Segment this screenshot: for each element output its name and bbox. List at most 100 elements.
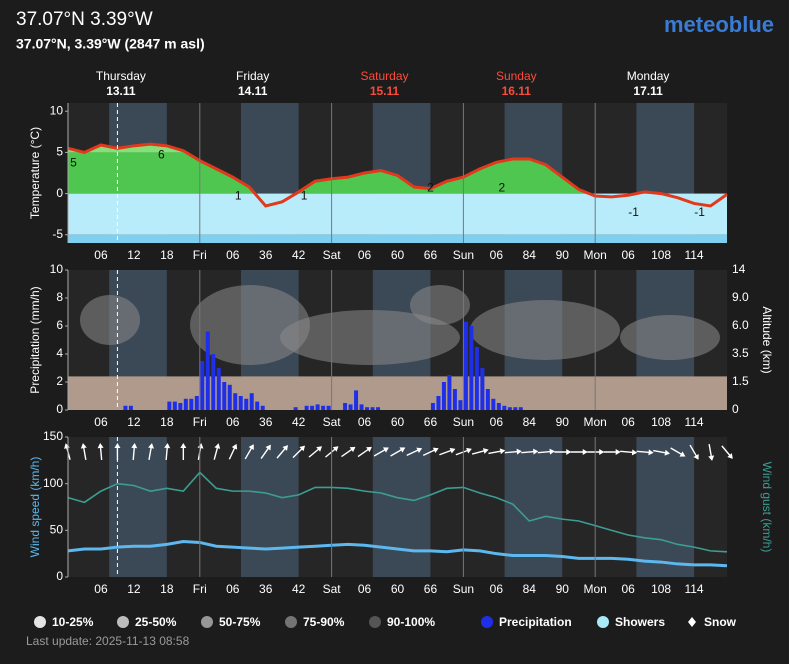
daylight-band: [636, 437, 695, 577]
legend-label: 50-75%: [219, 615, 261, 629]
wind-arrow: [260, 444, 271, 459]
extreme-label: -1: [628, 205, 639, 219]
legend-label: 75-90%: [303, 615, 345, 629]
extreme-label: 1: [301, 189, 308, 203]
day-name: Saturday: [360, 69, 408, 83]
arrow-head: [482, 448, 489, 454]
wind-arrow: [422, 447, 439, 457]
extreme-label: 2: [498, 180, 505, 194]
x-tick-label: 06: [358, 582, 372, 596]
wind-arrow: [670, 447, 686, 457]
wind-arrow: [244, 444, 254, 460]
legend-symbol: [481, 616, 493, 628]
x-tick-label: 06: [490, 582, 504, 596]
x-tick-label: 114: [684, 248, 703, 262]
x-tick-label: 06: [358, 415, 372, 429]
x-tick-label: 06: [490, 415, 504, 429]
x-tick-label: 36: [259, 582, 273, 596]
cloud-cover: [280, 310, 460, 365]
x-tick-label: 06: [94, 582, 108, 596]
y-axis-label: Wind speed (km/h): [28, 457, 42, 558]
y-tick-label: 0: [56, 186, 63, 200]
arrow-head: [265, 444, 271, 451]
precipitation-bar: [194, 396, 199, 410]
arrow-head: [80, 443, 87, 449]
day-name: Monday: [627, 69, 670, 83]
precipitation-bar: [183, 398, 188, 410]
x-tick-label: Sat: [323, 248, 342, 262]
cold-band: [68, 234, 727, 243]
precipitation-bar: [260, 405, 265, 410]
daylight-band: [372, 437, 431, 577]
arrow-head: [197, 443, 204, 449]
x-tick-label: 66: [424, 415, 438, 429]
arrow-head: [332, 446, 339, 452]
wind-arrow: [504, 448, 522, 455]
cloud-cover: [80, 295, 140, 345]
day-date: 15.11: [370, 84, 400, 98]
wind-arrow: [521, 448, 539, 455]
precipitation-bar: [496, 403, 501, 410]
wind-arrow: [276, 445, 288, 459]
wind-arrow: [439, 447, 456, 456]
x-tick-label: 06: [94, 415, 108, 429]
arrow-head: [282, 445, 288, 451]
precipitation-bar: [244, 398, 249, 410]
x-tick-label: 66: [424, 582, 438, 596]
y2-axis-label: Altitude (km): [760, 306, 774, 373]
arrow-head: [416, 447, 423, 454]
wind-arrow: [537, 448, 555, 455]
day-date: 16.11: [502, 84, 532, 98]
y-tick-label: 100: [43, 476, 63, 490]
y-tick-label: 10: [50, 103, 64, 117]
precipitation-bar: [507, 407, 512, 410]
arrow-head: [164, 443, 171, 449]
precipitation-bar: [227, 384, 232, 410]
precipitation-bar: [216, 368, 221, 410]
arrow-head: [399, 447, 406, 453]
precipitation-bar: [458, 400, 463, 410]
cloud-cover: [190, 285, 310, 365]
temperature-line: [67, 142, 728, 208]
arrow-head: [679, 451, 686, 457]
arrow-head: [97, 443, 104, 449]
x-tick-label: 18: [160, 582, 174, 596]
precipitation-bar: [491, 398, 496, 410]
cold-band: [68, 193, 727, 235]
x-tick-label: 84: [523, 415, 537, 429]
day-date: 14.11: [238, 84, 268, 98]
arrow-head: [727, 453, 733, 459]
x-tick-label: 06: [358, 248, 372, 262]
arrow-head: [148, 443, 155, 449]
legend-symbol: [201, 616, 213, 628]
wind-arrow: [603, 449, 621, 455]
y-tick-label: 50: [50, 523, 64, 537]
precipitation-bar: [513, 407, 518, 410]
subtitle: 37.07°N, 3.39°W (2847 m asl): [16, 36, 205, 52]
precipitation-bar: [189, 398, 194, 410]
wind-arrow: [689, 444, 699, 460]
brand: meteoblue: [664, 12, 774, 37]
precipitation-bar: [359, 404, 364, 410]
precipitation-bar: [518, 407, 523, 410]
y-tick-label: 5: [56, 145, 63, 159]
arrow-head: [382, 447, 389, 453]
wind-arrow: [80, 443, 87, 461]
extreme-label: 6: [158, 147, 165, 161]
legend-label: Showers: [615, 615, 665, 629]
precipitation-bar: [167, 401, 172, 410]
terrain: [68, 376, 727, 410]
y-tick-label: 4: [56, 346, 63, 360]
wind-arrow: [341, 446, 356, 458]
precipitation-bar: [178, 403, 183, 410]
day-name: Thursday: [96, 69, 146, 83]
arrow-head: [449, 447, 456, 454]
x-tick-label: 90: [556, 582, 570, 596]
y-tick-label: 0: [56, 569, 63, 583]
precipitation-bar: [354, 390, 359, 410]
y-tick-label: 10: [50, 262, 64, 276]
x-tick-label: 60: [391, 415, 405, 429]
x-tick-label: Mon: [584, 248, 607, 262]
precipitation-bar: [310, 405, 315, 410]
